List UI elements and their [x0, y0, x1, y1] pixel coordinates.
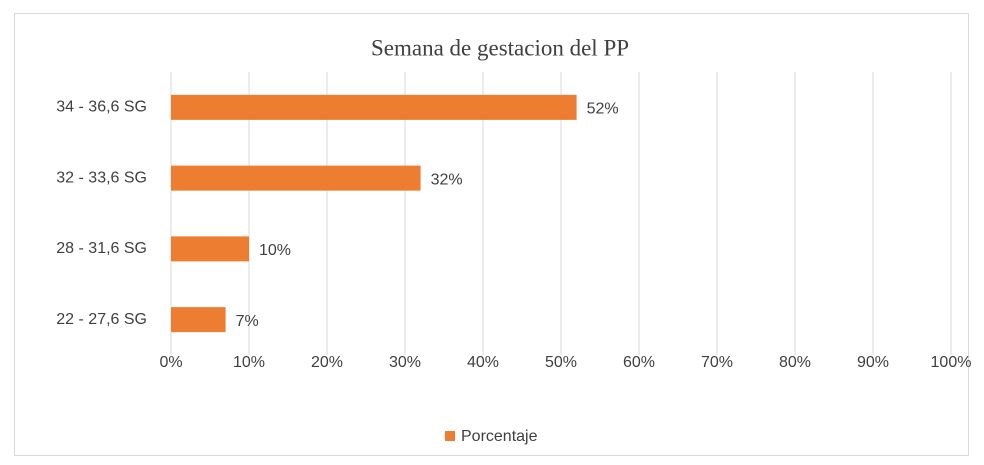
y-tick-label: 28 - 31,6 SG [56, 240, 147, 257]
y-tick-label: 34 - 36,6 SG [56, 99, 147, 116]
x-tick-label: 50% [545, 354, 577, 371]
x-tick-label: 90% [857, 354, 889, 371]
x-tick-label: 20% [311, 354, 343, 371]
x-tick-label: 60% [623, 354, 655, 371]
bar [171, 165, 421, 191]
x-tick-label: 30% [389, 354, 421, 371]
bar [171, 94, 577, 120]
legend-label: Porcentaje [461, 428, 538, 445]
x-tick-label: 40% [467, 354, 499, 371]
x-tick-label: 0% [159, 354, 182, 371]
bar [171, 307, 226, 333]
x-tick-label: 100% [931, 354, 972, 371]
data-label: 52% [587, 101, 619, 118]
x-tick-label: 10% [233, 354, 265, 371]
data-label: 32% [431, 171, 463, 188]
data-label: 7% [236, 313, 259, 330]
x-tick-label: 70% [701, 354, 733, 371]
x-tick-label: 80% [779, 354, 811, 371]
chart-frame [14, 13, 969, 456]
y-tick-label: 22 - 27,6 SG [56, 311, 147, 328]
y-tick-label: 32 - 33,6 SG [56, 169, 147, 186]
bar [171, 236, 249, 262]
legend-swatch [445, 431, 455, 441]
data-label: 10% [259, 242, 291, 259]
chart-title: Semana de gestacion del PP [371, 35, 629, 60]
